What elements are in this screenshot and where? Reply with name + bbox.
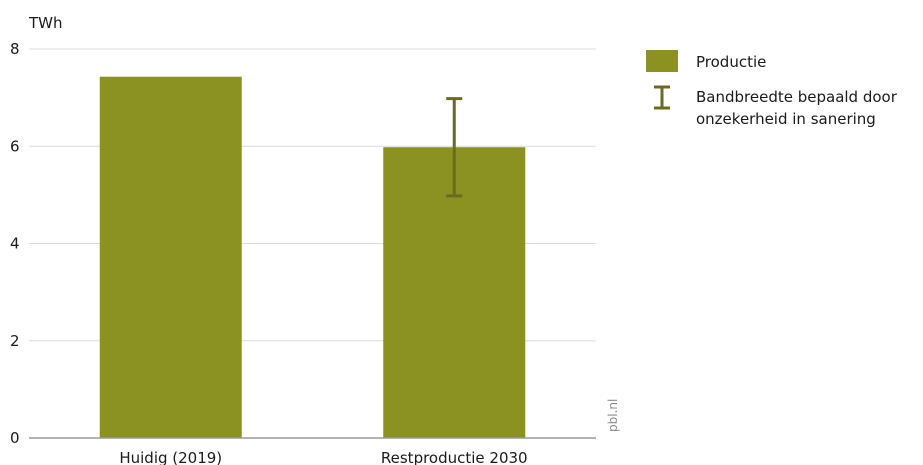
y-unit-label: TWh	[28, 14, 63, 32]
legend-label-line: onzekerheid in sanering	[696, 110, 876, 128]
error-bar	[446, 97, 463, 198]
x-tick-label: Restproductie 2030	[381, 449, 528, 465]
legend-label-line: Bandbreedte bepaald door	[696, 88, 898, 106]
y-tick-label: 4	[10, 235, 20, 253]
legend: Productie Bandbreedte bepaald door onzeker…	[646, 50, 898, 128]
bar	[99, 76, 242, 438]
y-tick-label: 0	[10, 429, 20, 447]
legend-errorbar-icon	[654, 85, 670, 110]
legend-label-bandbreedte: Bandbreedte bepaald door onzekerheid in s…	[696, 88, 898, 128]
error-bars	[446, 97, 463, 198]
bars	[99, 76, 526, 438]
legend-label-productie: Productie	[696, 53, 766, 71]
y-tick-label: 8	[10, 40, 20, 58]
y-tick-label: 6	[10, 137, 20, 155]
y-tick-label: 2	[10, 332, 20, 350]
x-tick-label: Huidig (2019)	[119, 449, 222, 465]
axis-labels: TWh 0 2 4 6 8 Huidig (2019) Restproductie 2030	[10, 14, 528, 465]
legend-swatch-productie	[646, 50, 678, 72]
source-label: pbl.nl	[606, 399, 620, 432]
